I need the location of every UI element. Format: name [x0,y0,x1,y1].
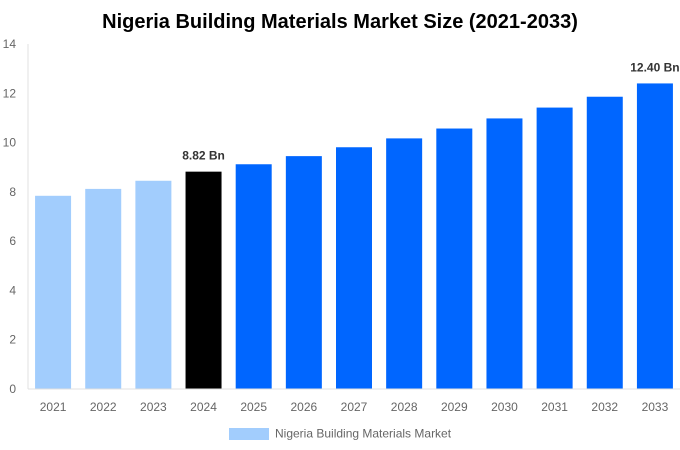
y-tick-label: 4 [9,283,16,297]
y-tick-label: 6 [9,234,16,248]
y-axis: 0 2 4 6 8 10 12 14 [3,37,29,396]
y-tick-label: 10 [3,136,17,150]
y-tick-label: 2 [9,333,16,347]
x-tick-label: 2024 [190,400,217,414]
bar-2021[interactable] [35,195,72,389]
bar-2033[interactable] [636,83,673,389]
data-labels: 8.82 Bn 12.40 Bn [182,60,679,162]
legend[interactable]: Nigeria Building Materials Market [229,427,452,441]
legend-swatch [229,428,269,440]
y-tick-label: 12 [3,86,17,100]
x-tick-label: 2028 [391,400,418,414]
bars [35,83,673,390]
bar-2025[interactable] [235,164,272,389]
x-tick-label: 2029 [441,400,468,414]
chart-title: Nigeria Building Materials Market Size (… [102,11,578,33]
x-tick-label: 2027 [341,400,368,414]
data-label-2033: 12.40 Bn [630,60,679,74]
bar-2028[interactable] [386,138,423,389]
x-tick-label: 2030 [491,400,518,414]
data-label-2024: 8.82 Bn [182,149,225,163]
x-tick-label: 2026 [290,400,317,414]
y-tick-label: 8 [9,185,16,199]
bar-2032[interactable] [586,96,623,389]
y-tick-label: 14 [3,37,17,51]
bar-2027[interactable] [336,147,372,389]
bar-2022[interactable] [85,188,122,389]
bar-2026[interactable] [285,156,322,389]
bar-2024[interactable] [185,171,222,389]
bar-2030[interactable] [486,118,523,390]
x-tick-label: 2021 [40,400,67,414]
x-tick-label: 2031 [541,400,568,414]
x-tick-label: 2033 [642,400,669,414]
legend-label: Nigeria Building Materials Market [275,427,452,441]
bar-2031[interactable] [536,107,573,389]
x-tick-label: 2022 [90,400,117,414]
x-axis: 2021 2022 2023 2024 2025 2026 2027 2028 2029 2030… [28,388,680,414]
bar-2029[interactable] [436,128,473,389]
x-tick-label: 2032 [591,400,618,414]
x-tick-label: 2025 [240,400,267,414]
x-tick-label: 2023 [140,400,167,414]
y-tick-label: 0 [9,382,16,396]
bar-2023[interactable] [135,180,172,389]
